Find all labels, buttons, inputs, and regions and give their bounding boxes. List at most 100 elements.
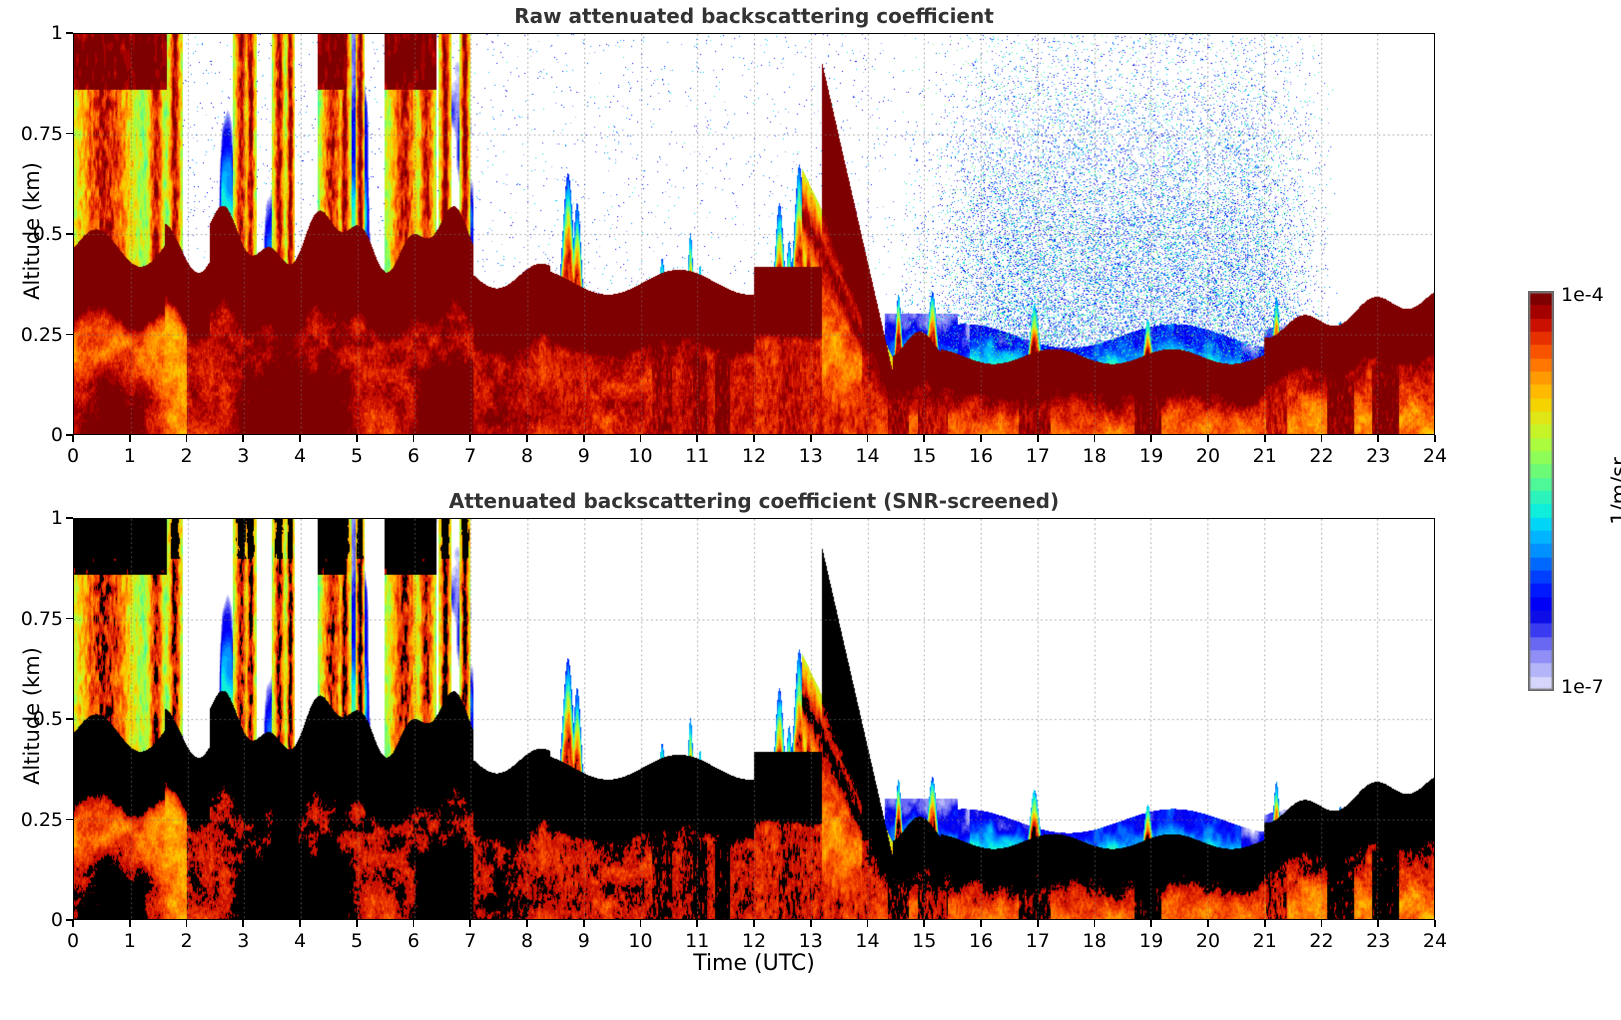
x-tick-mark xyxy=(1150,435,1153,442)
x-tick-label-13: 13 xyxy=(798,930,823,952)
x-tick-mark xyxy=(526,920,528,927)
top-panel-axes xyxy=(73,33,1435,435)
x-tick-mark xyxy=(753,920,755,927)
x-tick-mark xyxy=(185,435,188,442)
x-tick-label-11: 11 xyxy=(685,445,710,467)
colorbar-min-tick-label: 1e-7 xyxy=(1561,676,1604,698)
x-tick-mark xyxy=(582,435,585,442)
x-tick-label-5: 5 xyxy=(350,445,363,467)
x-tick-label-22: 22 xyxy=(1309,445,1334,467)
y-tick-label-0.25: 0.25 xyxy=(20,323,63,346)
x-tick-label-11: 11 xyxy=(685,930,710,952)
x-tick-mark xyxy=(355,920,358,927)
y-tick-mark xyxy=(66,32,73,34)
x-tick-mark xyxy=(526,435,528,442)
y-tick-label-0: 0 xyxy=(50,424,63,446)
x-tick-mark xyxy=(639,435,642,442)
y-tick-label-1: 1 xyxy=(50,507,63,529)
x-tick-label-9: 9 xyxy=(577,930,590,952)
x-tick-mark xyxy=(753,435,755,442)
x-tick-mark xyxy=(1207,435,1209,442)
bottom-panel-heatmap xyxy=(74,519,1434,919)
x-tick-label-15: 15 xyxy=(912,445,937,467)
x-tick-label-18: 18 xyxy=(1082,445,1107,467)
x-tick-label-5: 5 xyxy=(350,930,363,952)
x-tick-mark xyxy=(412,920,415,927)
bottom-panel-title: Attenuated backscattering coefficient (S… xyxy=(448,489,1060,513)
x-tick-mark xyxy=(923,920,926,927)
x-tick-mark xyxy=(128,435,131,442)
x-tick-label-21: 21 xyxy=(1252,445,1277,467)
x-tick-mark xyxy=(128,920,131,927)
x-tick-label-15: 15 xyxy=(912,930,937,952)
x-tick-label-0: 0 xyxy=(66,445,80,467)
x-tick-label-17: 17 xyxy=(1025,445,1050,467)
x-tick-mark xyxy=(809,920,812,927)
x-tick-label-16: 16 xyxy=(968,930,994,952)
x-tick-mark xyxy=(1434,920,1436,927)
x-tick-label-1: 1 xyxy=(123,930,136,952)
x-tick-mark xyxy=(1093,920,1096,927)
y-tick-mark xyxy=(66,434,73,436)
x-tick-mark xyxy=(242,920,245,927)
y-tick-mark xyxy=(66,919,73,921)
x-tick-mark xyxy=(1036,920,1039,927)
x-tick-label-7: 7 xyxy=(464,445,477,467)
y-tick-label-0.25: 0.25 xyxy=(20,808,63,831)
y-tick-mark xyxy=(66,818,73,821)
x-tick-label-12: 12 xyxy=(741,930,767,952)
x-tick-label-7: 7 xyxy=(464,930,477,952)
colorbar-max-tick-label: 1e-4 xyxy=(1561,284,1604,306)
x-tick-label-23: 23 xyxy=(1366,445,1391,467)
x-tick-mark xyxy=(1377,435,1380,442)
x-tick-label-4: 4 xyxy=(293,930,307,952)
x-tick-mark xyxy=(1263,435,1266,442)
x-tick-label-4: 4 xyxy=(293,445,307,467)
x-tick-label-6: 6 xyxy=(407,930,420,952)
x-tick-label-20: 20 xyxy=(1195,445,1221,467)
x-tick-label-9: 9 xyxy=(577,445,590,467)
y-tick-mark xyxy=(66,233,73,235)
x-tick-label-12: 12 xyxy=(741,445,767,467)
y-tick-label-0.5: 0.5 xyxy=(32,223,63,245)
top-panel-title: Raw attenuated backscattering coefficien… xyxy=(514,4,994,28)
x-tick-mark xyxy=(72,435,74,442)
x-tick-label-8: 8 xyxy=(520,445,534,467)
x-tick-mark xyxy=(980,435,982,442)
x-tick-label-18: 18 xyxy=(1082,930,1107,952)
x-tick-label-8: 8 xyxy=(520,930,534,952)
top-panel-heatmap xyxy=(74,34,1434,434)
x-tick-mark xyxy=(1207,920,1209,927)
x-tick-label-10: 10 xyxy=(628,930,653,952)
x-tick-mark xyxy=(1320,920,1323,927)
x-tick-label-13: 13 xyxy=(798,445,823,467)
x-tick-label-1: 1 xyxy=(123,445,136,467)
colorbar-unit-label: 1/m/sr xyxy=(1607,457,1621,525)
x-tick-label-22: 22 xyxy=(1309,930,1334,952)
x-tick-label-14: 14 xyxy=(855,930,880,952)
y-tick-label-0.75: 0.75 xyxy=(20,122,63,145)
x-tick-mark xyxy=(412,435,415,442)
colorbar xyxy=(1528,291,1554,691)
x-tick-mark xyxy=(72,920,74,927)
x-tick-mark xyxy=(185,920,188,927)
x-tick-label-2: 2 xyxy=(180,445,193,467)
x-tick-label-14: 14 xyxy=(855,445,880,467)
x-tick-label-19: 19 xyxy=(1139,930,1164,952)
x-tick-mark xyxy=(469,435,472,442)
colorbar-gradient xyxy=(1528,291,1554,691)
x-tick-label-16: 16 xyxy=(968,445,994,467)
x-tick-label-20: 20 xyxy=(1195,930,1221,952)
x-tick-mark xyxy=(1377,920,1380,927)
x-tick-label-3: 3 xyxy=(237,930,250,952)
x-tick-mark xyxy=(639,920,642,927)
x-tick-mark xyxy=(1263,920,1266,927)
x-tick-mark xyxy=(1036,435,1039,442)
x-tick-label-6: 6 xyxy=(407,445,420,467)
x-tick-mark xyxy=(866,920,869,927)
x-tick-label-23: 23 xyxy=(1366,930,1391,952)
y-tick-label-0: 0 xyxy=(50,909,63,931)
y-tick-label-0.75: 0.75 xyxy=(20,607,63,630)
y-tick-label-1: 1 xyxy=(50,22,63,44)
